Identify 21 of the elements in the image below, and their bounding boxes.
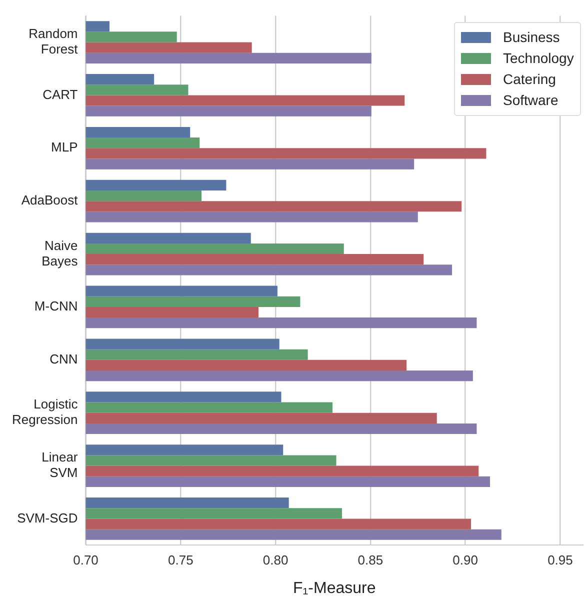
legend-label: Catering	[503, 70, 556, 89]
y-tick-label: Linear SVM	[42, 450, 78, 480]
y-tick-label: Logistic Regression	[12, 396, 78, 428]
y-tick-label: M-CNN	[34, 298, 78, 314]
x-tick-label: 0.90	[452, 552, 478, 568]
y-tick-label: SVM-SGD	[17, 510, 78, 526]
y-tick-label: CNN	[50, 351, 78, 366]
legend-label: Software	[503, 90, 558, 110]
y-tick-label: Random Forest	[28, 26, 78, 57]
y-tick-label: Naive Bayes	[42, 238, 78, 268]
y-tick-label: MLP	[51, 140, 78, 155]
y-tick-label: CART	[42, 86, 78, 102]
y-tick-label: AdaBoost	[21, 192, 78, 208]
x-tick-label: 0.85	[358, 552, 384, 568]
x-tick-label: 0.75	[168, 552, 194, 568]
x-tick-label: 0.70	[73, 552, 98, 568]
legend-label: Technology	[503, 48, 574, 68]
legend-label: Business	[503, 28, 560, 47]
x-tick-label: 0.80	[262, 552, 288, 568]
x-axis-title: F₁-Measure	[293, 580, 376, 597]
x-tick-label: 0.95	[548, 552, 573, 568]
